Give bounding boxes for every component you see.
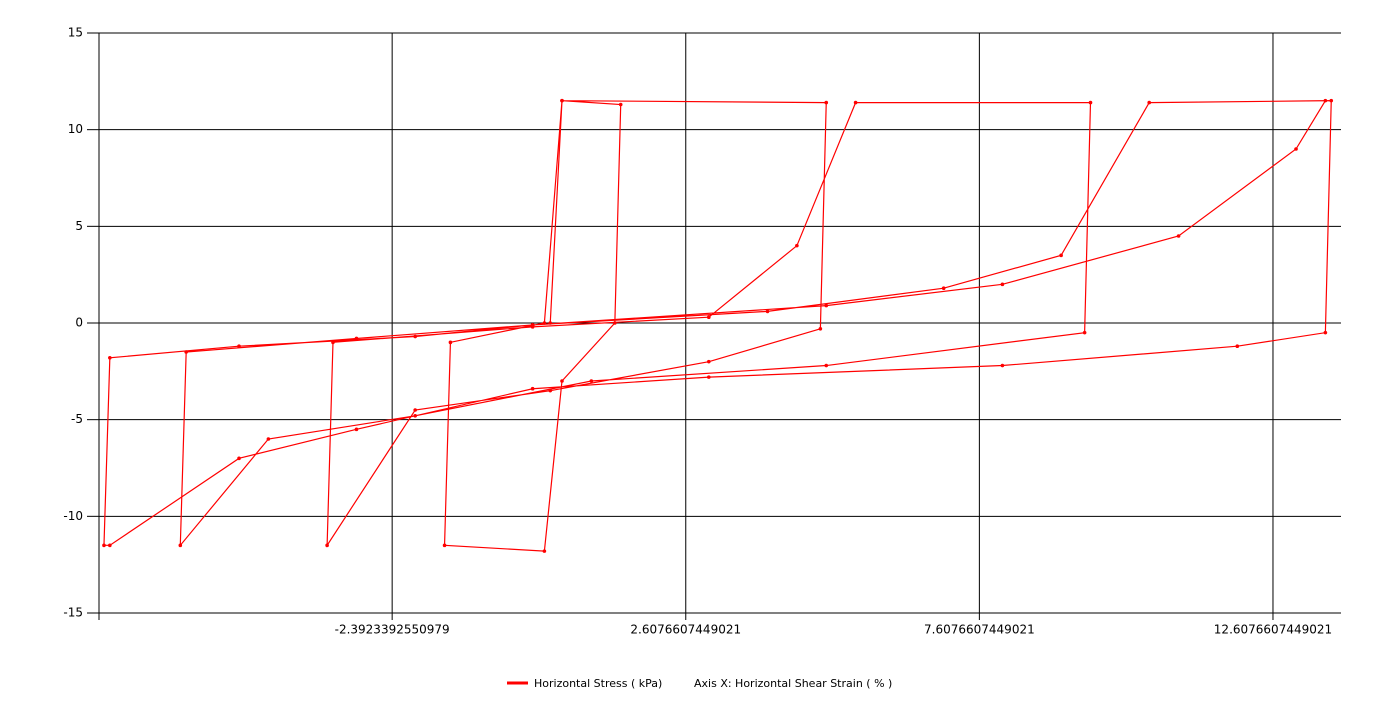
data-point	[542, 549, 547, 553]
data-point	[707, 359, 711, 364]
data-point	[589, 379, 594, 383]
data-point	[853, 100, 858, 105]
data-point	[795, 243, 799, 248]
data-point	[413, 334, 417, 339]
x-axis-label: Axis X: Horizontal Shear Strain ( % )	[694, 677, 892, 690]
data-point	[1323, 330, 1328, 335]
y-tick-label: 10	[68, 122, 83, 136]
data-point	[266, 437, 271, 441]
data-point	[108, 543, 112, 548]
data-point	[613, 321, 617, 325]
data-point	[542, 321, 547, 325]
data-point	[354, 336, 359, 341]
data-point	[560, 98, 564, 103]
y-tick-label: -15	[63, 606, 83, 620]
x-tick-label: 2.6076607449021	[630, 623, 741, 637]
data-point	[530, 323, 535, 327]
data-point	[442, 543, 447, 548]
data-point	[548, 388, 553, 393]
data-point	[530, 386, 535, 391]
data-point	[1088, 100, 1093, 105]
data-point	[765, 309, 770, 314]
x-tick-label: -2.3923392550979	[335, 623, 450, 637]
data-point	[618, 102, 623, 107]
y-tick-label: -5	[71, 412, 83, 426]
data-point	[178, 543, 183, 548]
data-point	[707, 315, 711, 320]
data-point	[413, 414, 417, 418]
data-point	[237, 344, 241, 349]
data-point	[1235, 344, 1240, 349]
x-tick-label: 7.6076607449021	[924, 623, 1035, 637]
data-point	[1000, 282, 1005, 287]
data-point	[707, 375, 711, 379]
data-point	[560, 379, 564, 383]
y-tick-label: 0	[75, 316, 83, 330]
data-point	[1176, 234, 1181, 238]
y-tick-label: 15	[68, 26, 83, 40]
data-point	[413, 408, 417, 412]
data-point	[824, 363, 829, 368]
data-point	[1329, 98, 1334, 103]
data-point	[102, 543, 106, 548]
data-point	[331, 340, 335, 345]
y-tick-label: -10	[63, 509, 83, 523]
data-point	[1323, 98, 1328, 103]
data-point	[824, 100, 829, 105]
data-point	[1082, 330, 1087, 335]
data-point	[1147, 100, 1152, 105]
data-point	[1059, 253, 1063, 258]
data-point	[108, 356, 112, 360]
legend-text: Horizontal Stress ( kPa)	[534, 677, 662, 690]
data-point	[1294, 147, 1298, 151]
data-point	[941, 286, 946, 291]
data-point	[818, 327, 823, 331]
x-tick-label: 12.6076607449021	[1214, 623, 1332, 637]
data-point	[548, 321, 553, 325]
data-point	[237, 456, 241, 461]
data-point	[184, 350, 188, 354]
data-point	[824, 303, 829, 308]
data-point	[1000, 363, 1005, 368]
data-point	[448, 340, 453, 345]
data-point	[354, 427, 359, 432]
data-line	[103, 100, 1332, 552]
data-point	[325, 543, 329, 548]
y-tick-label: 5	[75, 219, 83, 233]
